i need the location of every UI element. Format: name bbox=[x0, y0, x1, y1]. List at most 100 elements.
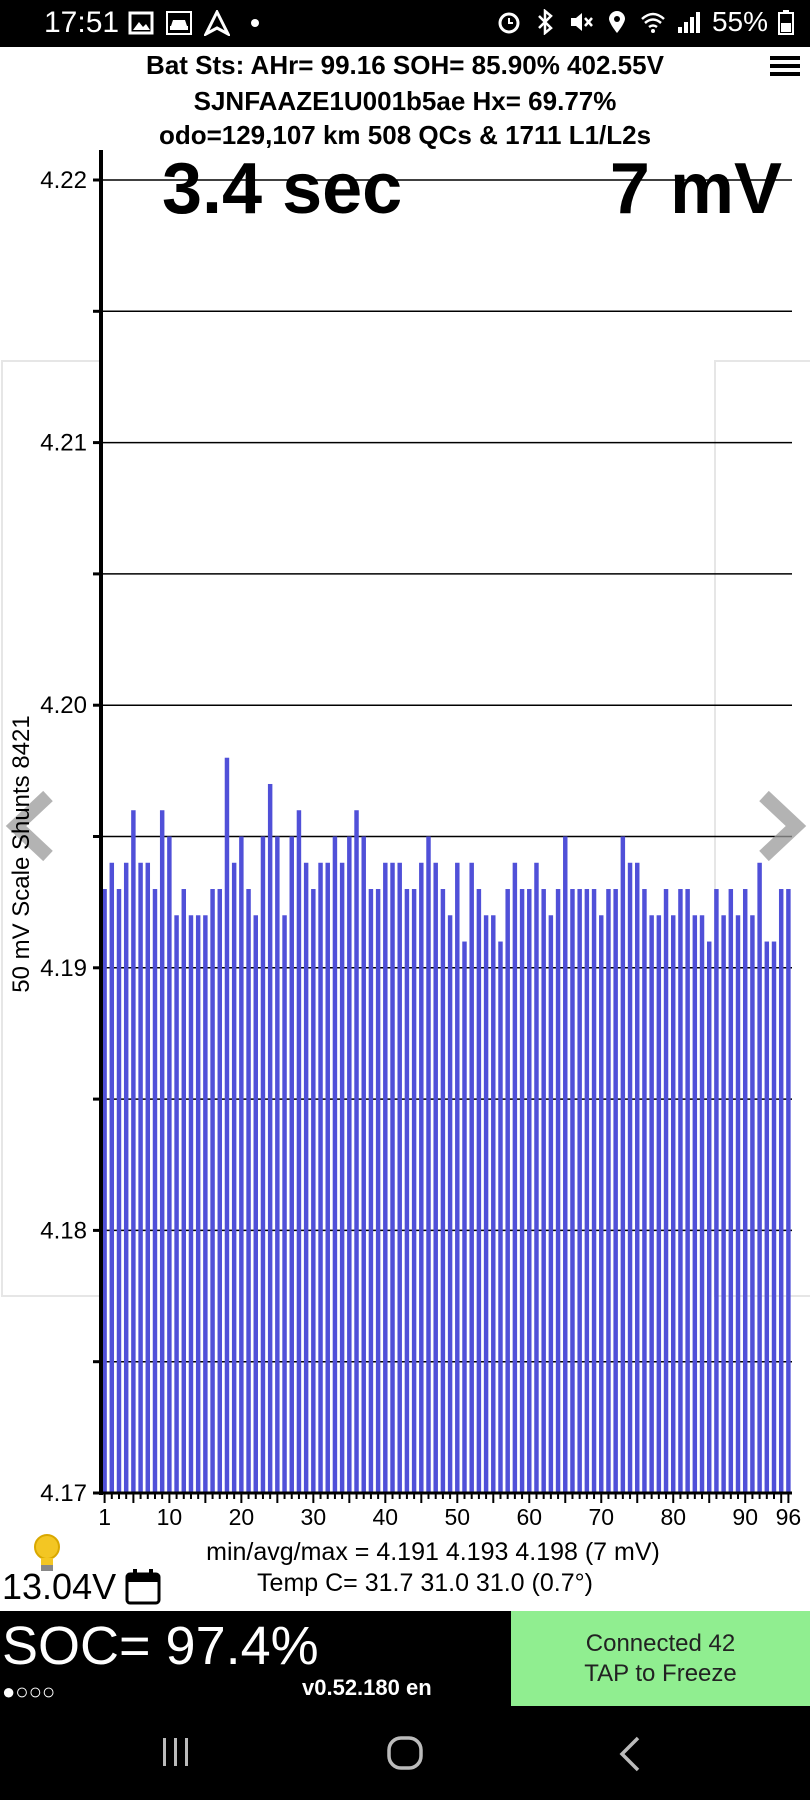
y-tick-label: 4.18 bbox=[40, 1217, 87, 1244]
x-tick-label: 60 bbox=[516, 1504, 542, 1530]
voltage-spread: 7 mV bbox=[609, 149, 782, 229]
cell-bar bbox=[239, 836, 244, 1493]
cell-bar bbox=[491, 915, 496, 1493]
cell-bar bbox=[354, 810, 359, 1493]
cell-bar bbox=[383, 862, 388, 1493]
cell-bar bbox=[570, 889, 575, 1493]
app-version: v0.52.180 en bbox=[302, 1675, 432, 1700]
y-tick-label: 4.21 bbox=[40, 430, 87, 457]
battery-status-line: Bat Sts: AHr= 99.16 SOH= 85.90% 402.55V bbox=[146, 50, 664, 80]
cell-bar bbox=[563, 836, 568, 1493]
freeze-button[interactable]: Connected 42 TAP to Freeze bbox=[511, 1611, 810, 1706]
cell-bar bbox=[728, 889, 734, 1493]
cell-bar bbox=[699, 915, 705, 1493]
cell-bar bbox=[735, 915, 741, 1493]
cell-bar bbox=[296, 810, 302, 1493]
chevron-right-icon[interactable] bbox=[756, 790, 808, 862]
bottom-bar: SOC= 97.4% ●○○○ v0.52.180 en Connected 4… bbox=[0, 1611, 810, 1706]
cell-bar bbox=[375, 889, 381, 1493]
cell-bar bbox=[476, 889, 482, 1493]
cell-bar bbox=[505, 889, 510, 1493]
cell-bar bbox=[224, 757, 230, 1493]
freeze-hint: TAP to Freeze bbox=[584, 1659, 737, 1687]
cell-bar bbox=[771, 941, 777, 1493]
cell-bar bbox=[217, 889, 222, 1493]
cell-bar bbox=[159, 810, 165, 1493]
cell-bar bbox=[642, 889, 647, 1493]
cell-bar bbox=[411, 889, 417, 1493]
recents-icon[interactable] bbox=[158, 1734, 194, 1770]
cell-bar bbox=[455, 862, 460, 1493]
cell-bar bbox=[138, 862, 143, 1493]
cell-bar bbox=[649, 915, 654, 1493]
cell-bar bbox=[498, 941, 503, 1493]
status-bar: 17:51 55% bbox=[0, 0, 810, 47]
x-tick-label: 30 bbox=[301, 1504, 327, 1530]
cell-bar bbox=[635, 862, 640, 1493]
cell-bar bbox=[109, 862, 115, 1493]
cell-bar bbox=[339, 862, 345, 1493]
cell-bar bbox=[757, 862, 762, 1493]
cell-bar bbox=[397, 862, 402, 1493]
min-avg-max-text: min/avg/max = 4.191 4.193 4.198 (7 mV) bbox=[206, 1538, 660, 1566]
cell-bar bbox=[613, 889, 618, 1493]
x-tick-label: 96 bbox=[776, 1504, 802, 1530]
cell-bar bbox=[188, 915, 194, 1493]
x-tick-label: 70 bbox=[588, 1504, 614, 1530]
cell-bar bbox=[527, 889, 532, 1493]
cell-bar bbox=[599, 915, 604, 1493]
cell-bar bbox=[102, 889, 107, 1493]
home-icon[interactable] bbox=[385, 1734, 425, 1774]
cell-bar bbox=[275, 836, 280, 1493]
cell-bar bbox=[289, 836, 294, 1493]
x-tick-label: 90 bbox=[732, 1504, 758, 1530]
status-time: 17:51 bbox=[44, 6, 120, 39]
cell-bar bbox=[512, 862, 518, 1493]
cell-bar bbox=[555, 889, 561, 1493]
wifi-icon bbox=[641, 12, 665, 33]
chevron-left-icon[interactable] bbox=[4, 790, 56, 862]
cell-bar bbox=[181, 889, 187, 1493]
cell-bar bbox=[440, 889, 446, 1493]
alarm-icon bbox=[498, 12, 520, 34]
cell-bar bbox=[678, 889, 683, 1493]
cell-bar bbox=[116, 889, 122, 1493]
cell-bar bbox=[404, 889, 410, 1493]
y-tick-label: 4.17 bbox=[40, 1480, 87, 1507]
y-tick-label: 4.22 bbox=[40, 167, 87, 194]
location-icon bbox=[608, 11, 625, 33]
cell-bar bbox=[778, 889, 784, 1493]
cell-bar bbox=[347, 836, 352, 1493]
cell-bar bbox=[663, 889, 669, 1493]
y-tick-label: 4.20 bbox=[40, 692, 87, 719]
cell-bar bbox=[577, 889, 582, 1493]
cell-bar bbox=[231, 862, 237, 1493]
cell-bar bbox=[131, 810, 136, 1493]
cell-bar bbox=[541, 889, 546, 1493]
cell-bar bbox=[311, 889, 316, 1493]
x-tick-label: 50 bbox=[445, 1504, 471, 1530]
x-tick-label: 20 bbox=[229, 1504, 255, 1530]
back-icon[interactable] bbox=[614, 1734, 646, 1774]
x-tick-label: 10 bbox=[157, 1504, 183, 1530]
cell-bar bbox=[786, 889, 791, 1493]
cell-voltage-chart[interactable]: 4.22 4.21 4.20 4.19 4.18 4.17 1 10 20 30 40 50 60 70… bbox=[0, 0, 810, 1545]
aux-battery-voltage: 13.04V bbox=[2, 1566, 117, 1607]
cell-bar bbox=[195, 915, 201, 1493]
cell-bar bbox=[303, 862, 309, 1493]
menu-icon[interactable] bbox=[770, 52, 800, 80]
temperature-text: Temp C= 31.7 31.0 31.0 (0.7°) bbox=[257, 1569, 593, 1597]
cell-bar bbox=[671, 915, 676, 1493]
cell-bar bbox=[390, 862, 395, 1493]
cell-bar bbox=[721, 915, 726, 1493]
cell-bar bbox=[534, 862, 539, 1493]
cell-bar bbox=[123, 862, 129, 1493]
cell-bar bbox=[591, 889, 597, 1493]
calendar-icon[interactable] bbox=[124, 1568, 162, 1606]
cell-bar bbox=[419, 862, 424, 1493]
cell-bar bbox=[246, 889, 251, 1493]
cell-bar bbox=[606, 889, 611, 1493]
cell-bar bbox=[750, 915, 755, 1493]
cell-bar bbox=[548, 915, 554, 1493]
y-tick-label: 4.19 bbox=[40, 955, 87, 982]
